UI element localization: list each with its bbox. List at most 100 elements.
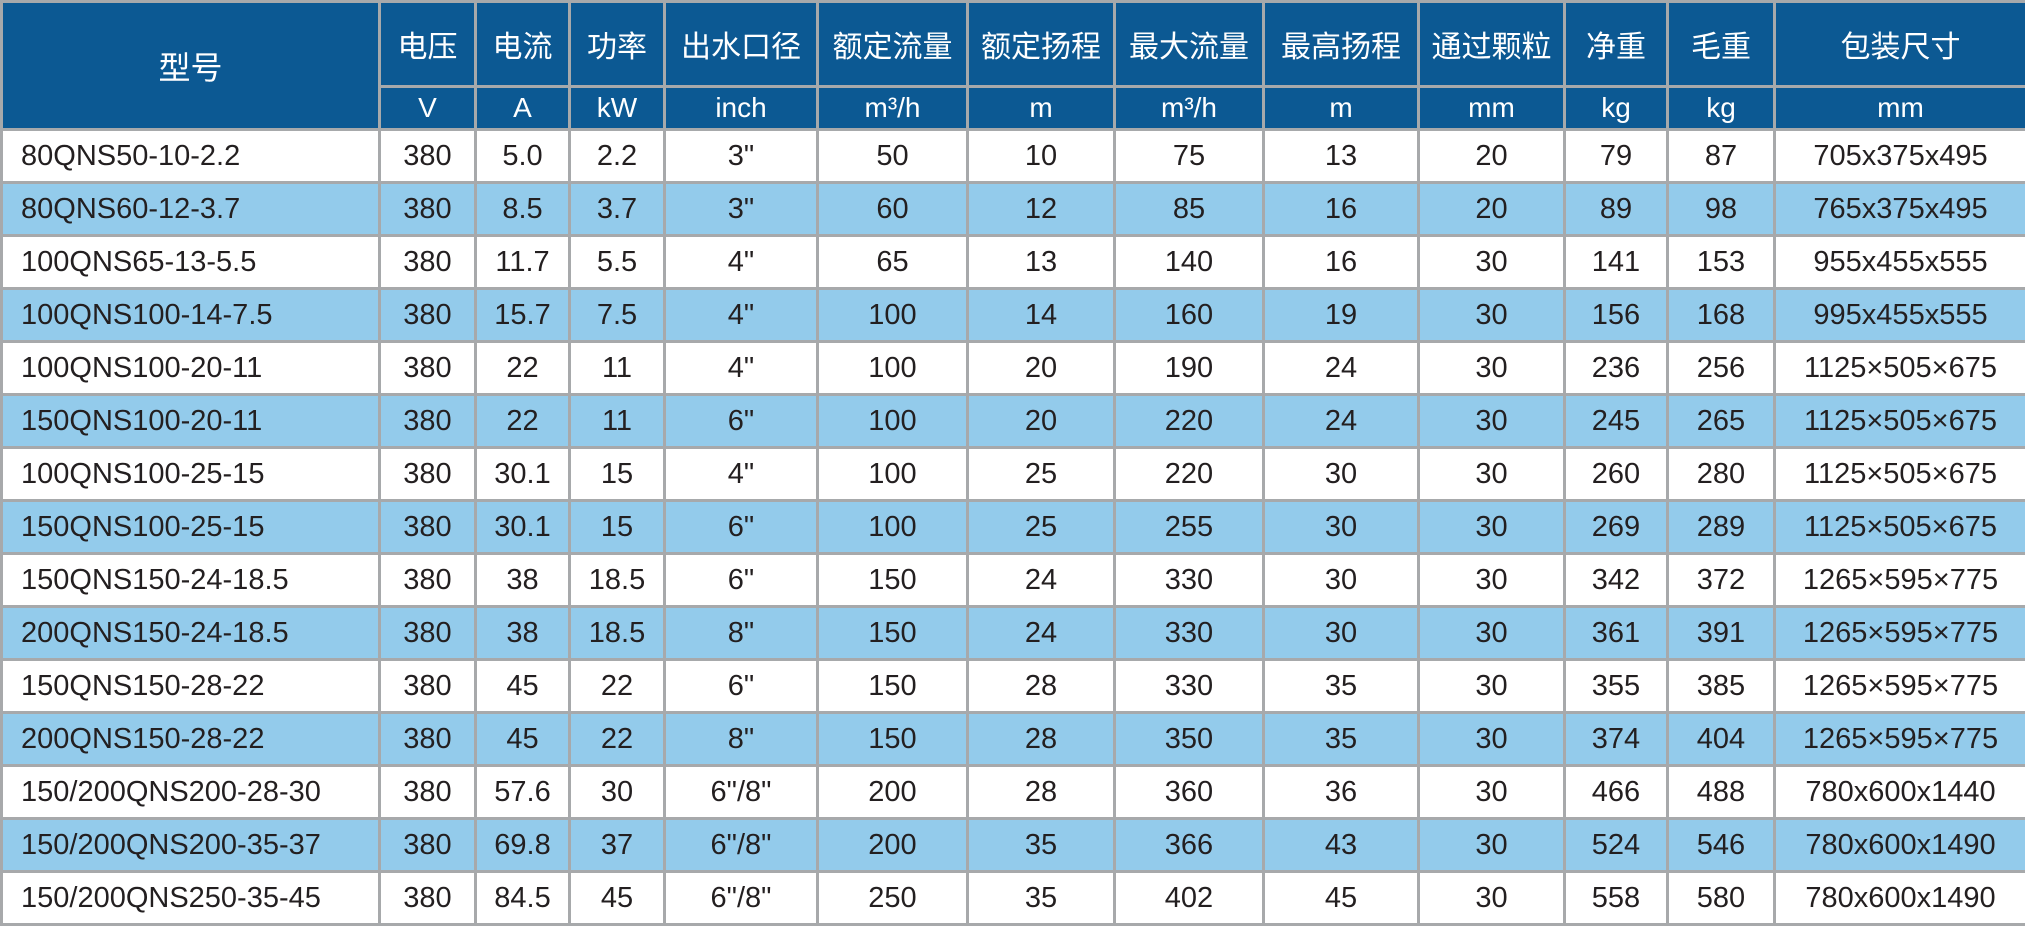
model-cell: 100QNS100-25-15 xyxy=(0,446,381,502)
value-cell: 30 xyxy=(1417,764,1566,820)
value-cell: 22 xyxy=(568,658,666,714)
value-cell: 380 xyxy=(378,605,477,661)
header-unit: kW xyxy=(568,85,666,131)
value-cell: 35 xyxy=(1262,658,1420,714)
value-cell: 260 xyxy=(1563,446,1669,502)
table-row: 150QNS100-20-11 380 22 11 6" 100 20 220 24 30 245 2… xyxy=(0,393,2025,449)
value-cell: 488 xyxy=(1666,764,1776,820)
header-label: 包装尺寸 xyxy=(1773,0,2025,88)
value-cell: 43 xyxy=(1262,817,1420,873)
header-unit: m³/h xyxy=(816,85,969,131)
value-cell: 269 xyxy=(1563,499,1669,555)
value-cell: 30 xyxy=(1417,605,1566,661)
value-cell: 28 xyxy=(966,658,1116,714)
value-cell: 150 xyxy=(816,552,969,608)
value-cell: 24 xyxy=(1262,340,1420,396)
value-cell: 16 xyxy=(1262,181,1420,237)
value-cell: 11 xyxy=(568,340,666,396)
header-unit: A xyxy=(474,85,571,131)
value-cell: 15.7 xyxy=(474,287,571,343)
value-cell: 100 xyxy=(816,340,969,396)
value-cell: 765x375x495 xyxy=(1773,181,2025,237)
header-unit: V xyxy=(378,85,477,131)
value-cell: 45 xyxy=(568,870,666,926)
value-cell: 3.7 xyxy=(568,181,666,237)
value-cell: 380 xyxy=(378,393,477,449)
value-cell: 380 xyxy=(378,181,477,237)
value-cell: 1265×595×775 xyxy=(1773,552,2025,608)
value-cell: 35 xyxy=(1262,711,1420,767)
value-cell: 19 xyxy=(1262,287,1420,343)
value-cell: 16 xyxy=(1262,234,1420,290)
value-cell: 780x600x1490 xyxy=(1773,817,2025,873)
value-cell: 30 xyxy=(1417,393,1566,449)
value-cell: 36 xyxy=(1262,764,1420,820)
value-cell: 995x455x555 xyxy=(1773,287,2025,343)
value-cell: 380 xyxy=(378,552,477,608)
value-cell: 330 xyxy=(1113,552,1265,608)
header-label: 净重 xyxy=(1563,0,1669,88)
value-cell: 30 xyxy=(1417,287,1566,343)
value-cell: 18.5 xyxy=(568,605,666,661)
table-row: 150QNS150-28-22 380 45 22 6" 150 28 330 35 30 355 3… xyxy=(0,658,2025,714)
value-cell: 355 xyxy=(1563,658,1669,714)
model-cell: 150QNS100-20-11 xyxy=(0,393,381,449)
header-model: 型号 xyxy=(0,0,381,131)
value-cell: 385 xyxy=(1666,658,1776,714)
value-cell: 330 xyxy=(1113,658,1265,714)
value-cell: 10 xyxy=(966,128,1116,184)
value-cell: 350 xyxy=(1113,711,1265,767)
value-cell: 85 xyxy=(1113,181,1265,237)
value-cell: 366 xyxy=(1113,817,1265,873)
value-cell: 1125×505×675 xyxy=(1773,340,2025,396)
model-cell: 150/200QNS200-35-37 xyxy=(0,817,381,873)
header-label: 额定扬程 xyxy=(966,0,1116,88)
value-cell: 7.5 xyxy=(568,287,666,343)
value-cell: 380 xyxy=(378,764,477,820)
value-cell: 361 xyxy=(1563,605,1669,661)
header-label: 电压 xyxy=(378,0,477,88)
value-cell: 150 xyxy=(816,605,969,661)
value-cell: 6"/8" xyxy=(663,817,819,873)
value-cell: 45 xyxy=(474,711,571,767)
value-cell: 38 xyxy=(474,552,571,608)
value-cell: 8" xyxy=(663,711,819,767)
table-row: 150/200QNS200-28-30 380 57.6 30 6"/8" 200 28 36… xyxy=(0,764,2025,820)
value-cell: 89 xyxy=(1563,181,1669,237)
value-cell: 6"/8" xyxy=(663,870,819,926)
value-cell: 4" xyxy=(663,234,819,290)
value-cell: 6" xyxy=(663,393,819,449)
value-cell: 955x455x555 xyxy=(1773,234,2025,290)
value-cell: 380 xyxy=(378,340,477,396)
table-row: 200QNS150-24-18.5 380 38 18.5 8" 150 24 330 30 30… xyxy=(0,605,2025,661)
value-cell: 1265×595×775 xyxy=(1773,711,2025,767)
value-cell: 35 xyxy=(966,870,1116,926)
value-cell: 200 xyxy=(816,764,969,820)
value-cell: 30 xyxy=(1262,446,1420,502)
table-body: 80QNS50-10-2.2 380 5.0 2.2 3" 50 10 75 13 20 79 87 7… xyxy=(0,128,2025,926)
value-cell: 265 xyxy=(1666,393,1776,449)
value-cell: 30.1 xyxy=(474,499,571,555)
table-row: 150/200QNS250-35-45 380 84.5 45 6"/8" 250 35 40… xyxy=(0,870,2025,926)
value-cell: 153 xyxy=(1666,234,1776,290)
value-cell: 13 xyxy=(1262,128,1420,184)
value-cell: 4" xyxy=(663,340,819,396)
value-cell: 38 xyxy=(474,605,571,661)
value-cell: 30 xyxy=(1417,446,1566,502)
model-cell: 150/200QNS250-35-45 xyxy=(0,870,381,926)
value-cell: 11 xyxy=(568,393,666,449)
value-cell: 141 xyxy=(1563,234,1669,290)
value-cell: 220 xyxy=(1113,446,1265,502)
value-cell: 705x375x495 xyxy=(1773,128,2025,184)
value-cell: 3" xyxy=(663,181,819,237)
value-cell: 28 xyxy=(966,764,1116,820)
model-cell: 150/200QNS200-28-30 xyxy=(0,764,381,820)
value-cell: 24 xyxy=(1262,393,1420,449)
model-cell: 150QNS150-24-18.5 xyxy=(0,552,381,608)
value-cell: 380 xyxy=(378,234,477,290)
value-cell: 280 xyxy=(1666,446,1776,502)
value-cell: 380 xyxy=(378,287,477,343)
value-cell: 524 xyxy=(1563,817,1669,873)
value-cell: 24 xyxy=(966,552,1116,608)
